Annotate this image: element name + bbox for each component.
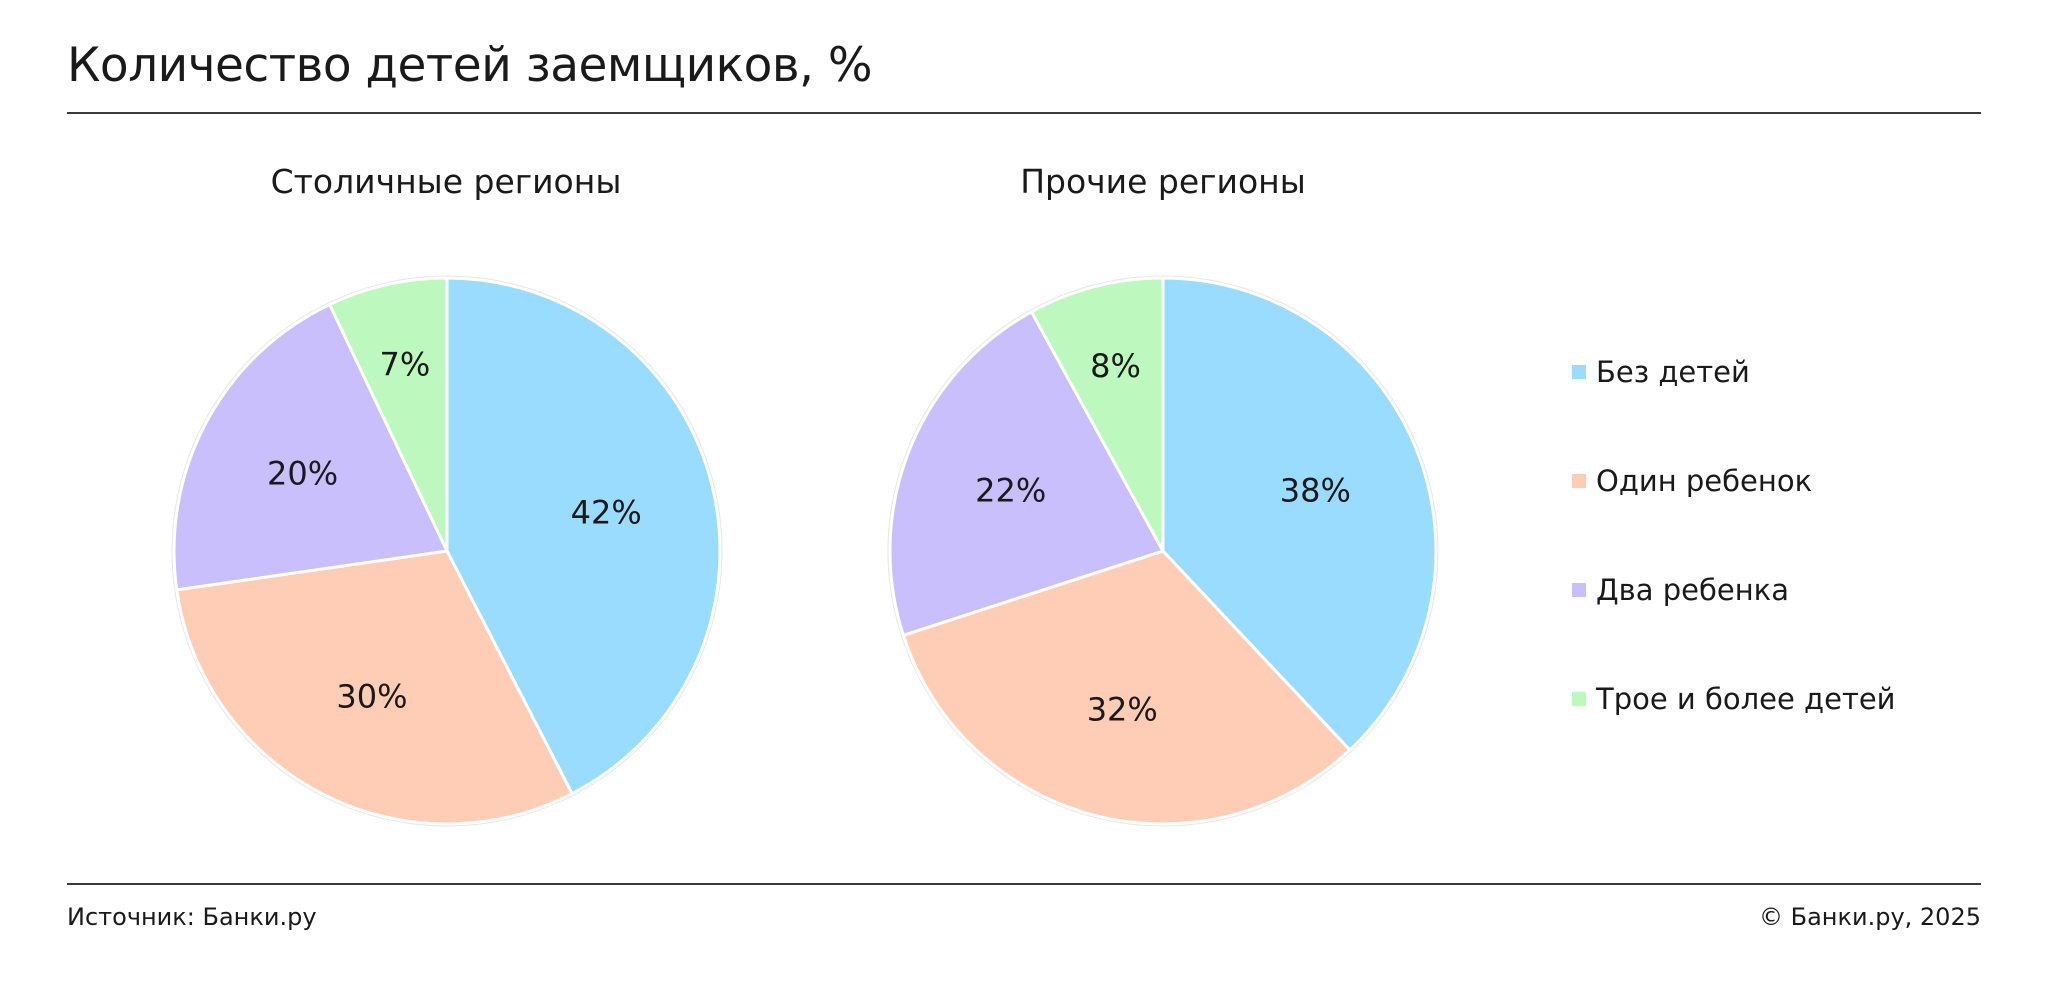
- legend-swatch-no-children: [1572, 365, 1586, 379]
- pie-label-two-children: 22%: [975, 472, 1046, 510]
- legend-item-two-children: Два ребенка: [1572, 573, 1789, 607]
- pie-capital: 42% 30% 20% 7%: [171, 275, 723, 827]
- pie-slice-no-children: [1161, 276, 1438, 752]
- pie-slice-three-plus: [328, 276, 449, 553]
- legend-label: Один ребенок: [1596, 464, 1813, 498]
- pie-label-three-plus: 8%: [1090, 347, 1141, 385]
- legend-swatch-three-plus: [1572, 692, 1586, 706]
- legend-label: Без детей: [1596, 355, 1750, 389]
- legend-item-one-child: Один ребенок: [1572, 464, 1812, 498]
- chart-title-other: Прочие регионы: [1020, 162, 1306, 201]
- pie-label-no-children: 42%: [571, 493, 642, 531]
- legend-item-no-children: Без детей: [1572, 355, 1750, 389]
- top-divider: [67, 112, 1981, 114]
- pie-slice-one-child: [901, 549, 1352, 826]
- pie-label-one-child: 32%: [1087, 691, 1158, 729]
- page-title: Количество детей заемщиков, %: [67, 38, 873, 93]
- copyright-note: © Банки.ру, 2025: [1759, 903, 1981, 931]
- legend-item-three-plus: Трое и более детей: [1572, 682, 1896, 716]
- pie-slice-two-children: [172, 303, 449, 592]
- pie-slice-three-plus: [1029, 276, 1165, 553]
- legend-label: Два ребенка: [1596, 573, 1789, 607]
- pie-other: 38% 32% 22% 8%: [887, 275, 1439, 827]
- bottom-divider: [67, 883, 1981, 885]
- legend-swatch-two-children: [1572, 583, 1586, 597]
- pie-label-one-child: 30%: [336, 678, 407, 716]
- pie-label-no-children: 38%: [1280, 472, 1351, 510]
- pie-slice-no-children: [445, 276, 722, 796]
- pie-slice-one-child: [175, 549, 574, 826]
- legend-label: Трое и более детей: [1596, 682, 1896, 716]
- pie-label-two-children: 20%: [267, 455, 338, 493]
- legend-swatch-one-child: [1572, 474, 1586, 488]
- pie-label-three-plus: 7%: [380, 346, 431, 384]
- chart-title-capital: Столичные регионы: [270, 162, 622, 201]
- pie-slice-two-children: [888, 310, 1165, 637]
- source-note: Источник: Банки.ру: [67, 903, 317, 931]
